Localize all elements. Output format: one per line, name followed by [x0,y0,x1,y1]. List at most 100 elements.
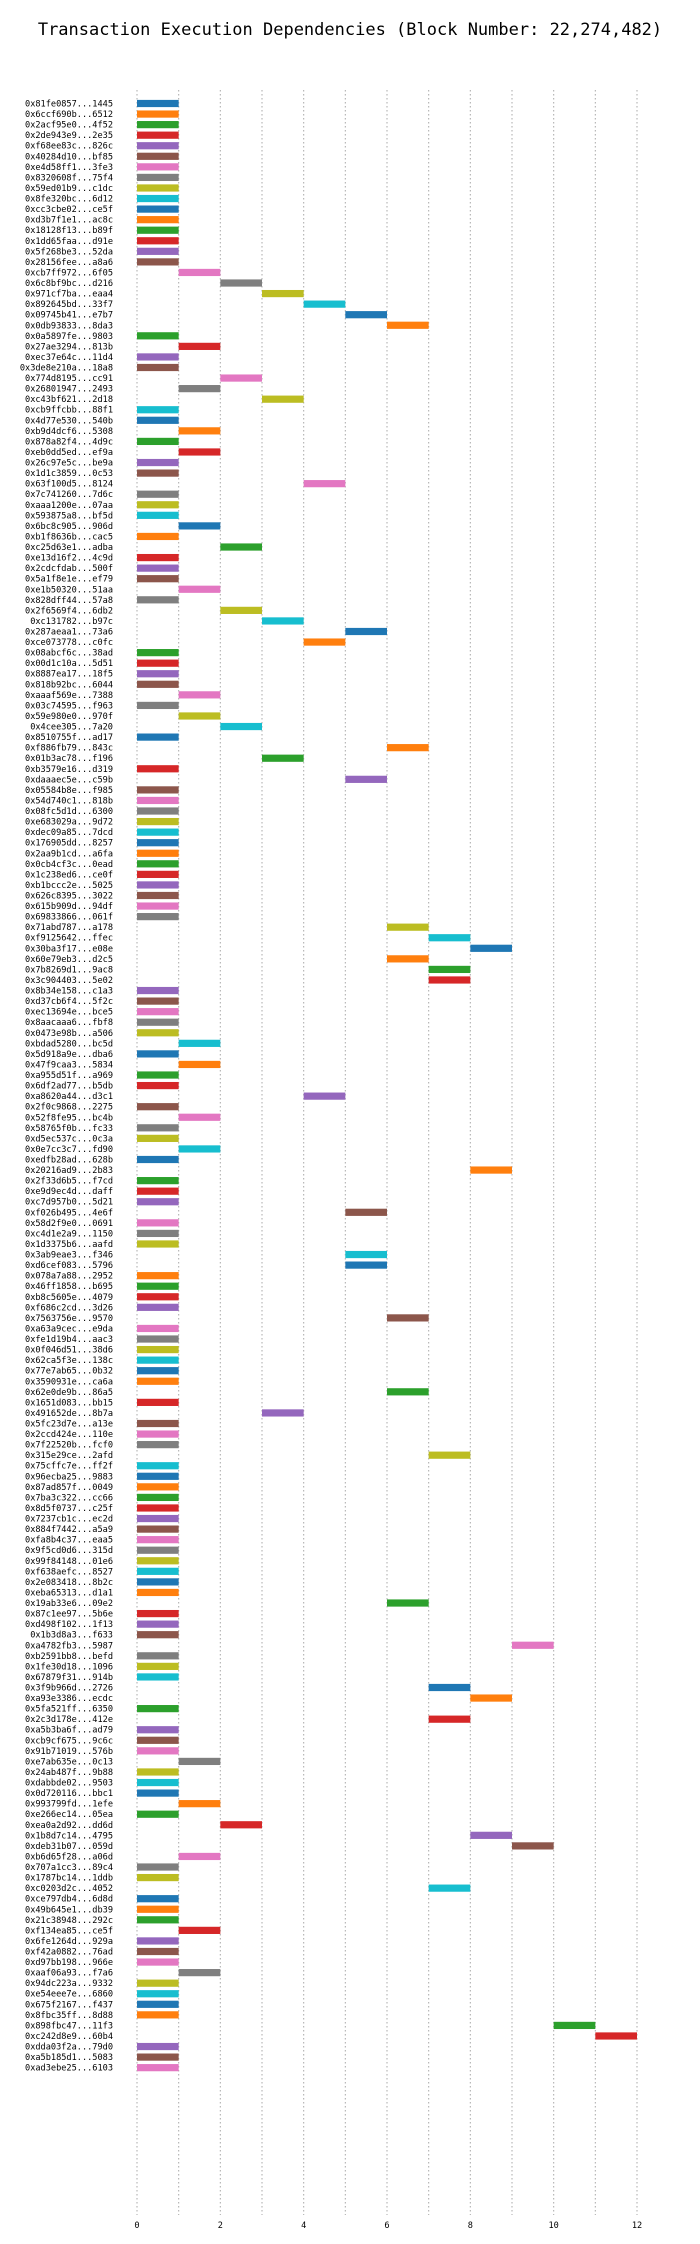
transaction-bar [178,1852,221,1861]
transaction-bar [428,1451,471,1459]
y-tick-label: 0xdabbde02...9503 [25,1779,113,1789]
transaction-bar [345,311,387,319]
y-tick-label: 0x69833866...061f [25,913,113,923]
transaction-bar [137,870,179,878]
transaction-bar [137,902,179,910]
transaction-bar [137,1504,179,1512]
y-tick-label: 0xb3579e16...d319 [25,765,113,775]
transaction-bar [137,1895,179,1903]
transaction-bar [178,1113,221,1121]
transaction-bar [137,194,179,203]
transaction-bar [137,1525,179,1533]
transaction-bar [387,1599,429,1607]
transaction-bar [137,353,179,361]
y-tick-label: 0x19ab33e6...09e2 [25,1599,113,1609]
transaction-bar [137,1493,179,1502]
y-tick-label: 0x81fe0857...1445 [25,100,113,110]
transaction-bar [137,1905,179,1913]
transaction-bar [137,1652,179,1660]
transaction-bar [387,321,429,329]
transaction-bar [470,1694,512,1702]
y-tick-label: 0x40284d10...bf85 [25,152,113,162]
y-tick-label: 0x47f9caa3...5834 [25,1060,113,1070]
y-tick-label: 0x707a1cc3...89c4 [25,1863,113,1873]
y-tick-label: 0x58d2f9e0...0691 [25,1219,113,1229]
y-tick-label: 0x6ccf690b...6512 [25,110,113,120]
y-tick-label: 0x3c904403...5e02 [25,976,113,986]
transaction-bar [512,1641,554,1649]
y-tick-label: 0xdeb31b07...059d [25,1842,113,1852]
transaction-bar [137,416,179,424]
transaction-bar [137,163,179,171]
transaction-bar [470,1166,512,1174]
transaction-bar [137,1768,179,1776]
y-tick-label: 0x1651d083...bb15 [25,1398,113,1408]
transaction-bar [137,1240,179,1248]
y-tick-label: 0xcb9ffcbb...88f1 [25,406,113,416]
y-tick-label: 0xbdad5280...bc5d [25,1039,113,1049]
y-tick-label: 0x5fc23d7e...a13e [25,1420,113,1430]
y-tick-label: 0x7b8269d1...9ac8 [25,965,113,975]
transaction-bar [137,1947,179,1956]
transaction-bar [137,1219,179,1227]
transaction-bar [137,1441,179,1449]
y-tick-label: 0x62e0de9b...86a5 [25,1388,113,1398]
transaction-bar [137,1103,179,1111]
transaction-bar [220,543,262,551]
transaction-bar [137,828,179,836]
transaction-bar [137,1272,179,1280]
y-tick-label: 0xce797db4...6d8d [25,1895,113,1905]
x-tick-label: 4 [301,2221,306,2231]
transaction-bar [137,216,179,224]
y-tick-label: 0x5fa521ff...6350 [25,1705,113,1715]
y-tick-label: 0xe266ec14...05ea [25,1810,113,1820]
y-tick-label: 0x898fbc47...11f3 [25,2021,113,2031]
y-tick-label: 0x4cee305...7a20 [30,723,113,733]
y-tick-label: 0x00d1c10a...5d51 [25,659,113,669]
transaction-bar [137,332,179,340]
transaction-bar [137,1536,179,1544]
y-tick-label: 0x6fe1264d...929a [25,1937,113,1947]
y-tick-label: 0xd3b7f1e1...ac8c [25,216,113,226]
y-tick-label: 0x884f7442...a5a9 [25,1525,113,1535]
transaction-bar [262,1409,304,1417]
y-tick-label: 0xd37cb6f4...5f2c [25,997,113,1007]
y-tick-label: 0x491652de...8b7a [25,1409,113,1419]
y-tick-label: 0xcc3cbe02...ce5f [25,205,113,215]
y-tick-label: 0x18128f13...b89f [25,226,113,236]
y-tick-label: 0xf134ea85...ce5f [25,1926,113,1936]
y-tick-label: 0x8510755f...ad17 [25,733,113,743]
y-tick-label: 0x7c741260...7d6c [25,490,113,500]
y-tick-label: 0x8fe320bc...6d12 [25,195,113,205]
transaction-bar [470,1831,512,1839]
y-tick-label: 0x971cf7ba...eaa4 [25,290,113,300]
transaction-bar [345,1208,387,1216]
x-tick-label: 2 [218,2221,223,2231]
transaction-bar [137,469,179,477]
y-tick-label: 0x6df2ad77...b5db [25,1082,113,1092]
transaction-bar [137,258,179,266]
y-tick-label: 0xad3ebe25...6103 [25,2064,113,2074]
transaction-bar [137,205,179,213]
y-tick-label: 0x21c38948...292c [25,1916,113,1926]
y-tick-label: 0xc131782...b97c [30,617,113,627]
y-tick-label: 0xe54eee7e...6860 [25,1990,113,2000]
y-tick-label: 0x2aa9b1cd...a6fa [25,849,113,859]
transaction-bar [137,860,179,868]
y-tick-label: 0xec37e64c...11d4 [25,353,113,363]
transaction-bar [137,1356,179,1364]
y-tick-label: 0xf68ee83c...826c [25,142,113,152]
transaction-bar [137,1134,179,1142]
y-tick-label: 0x593875a8...bf5d [25,511,113,521]
y-tick-label: 0x26801947...2493 [25,385,113,395]
y-tick-label: 0x2de943e9...2e35 [25,131,113,141]
transaction-bar [387,955,429,963]
y-tick-label: 0x54d740c1...818b [25,796,113,806]
y-tick-label: 0x6bc8c905...906d [25,522,113,532]
y-tick-label: 0x96ecba25...9883 [25,1472,113,1482]
transaction-bar [137,2042,179,2051]
y-tick-label: 0xb1f8636b...cac5 [25,532,113,542]
transaction-bar [137,1377,179,1385]
y-tick-label: 0x75cffc7e...ff2f [25,1462,113,1472]
